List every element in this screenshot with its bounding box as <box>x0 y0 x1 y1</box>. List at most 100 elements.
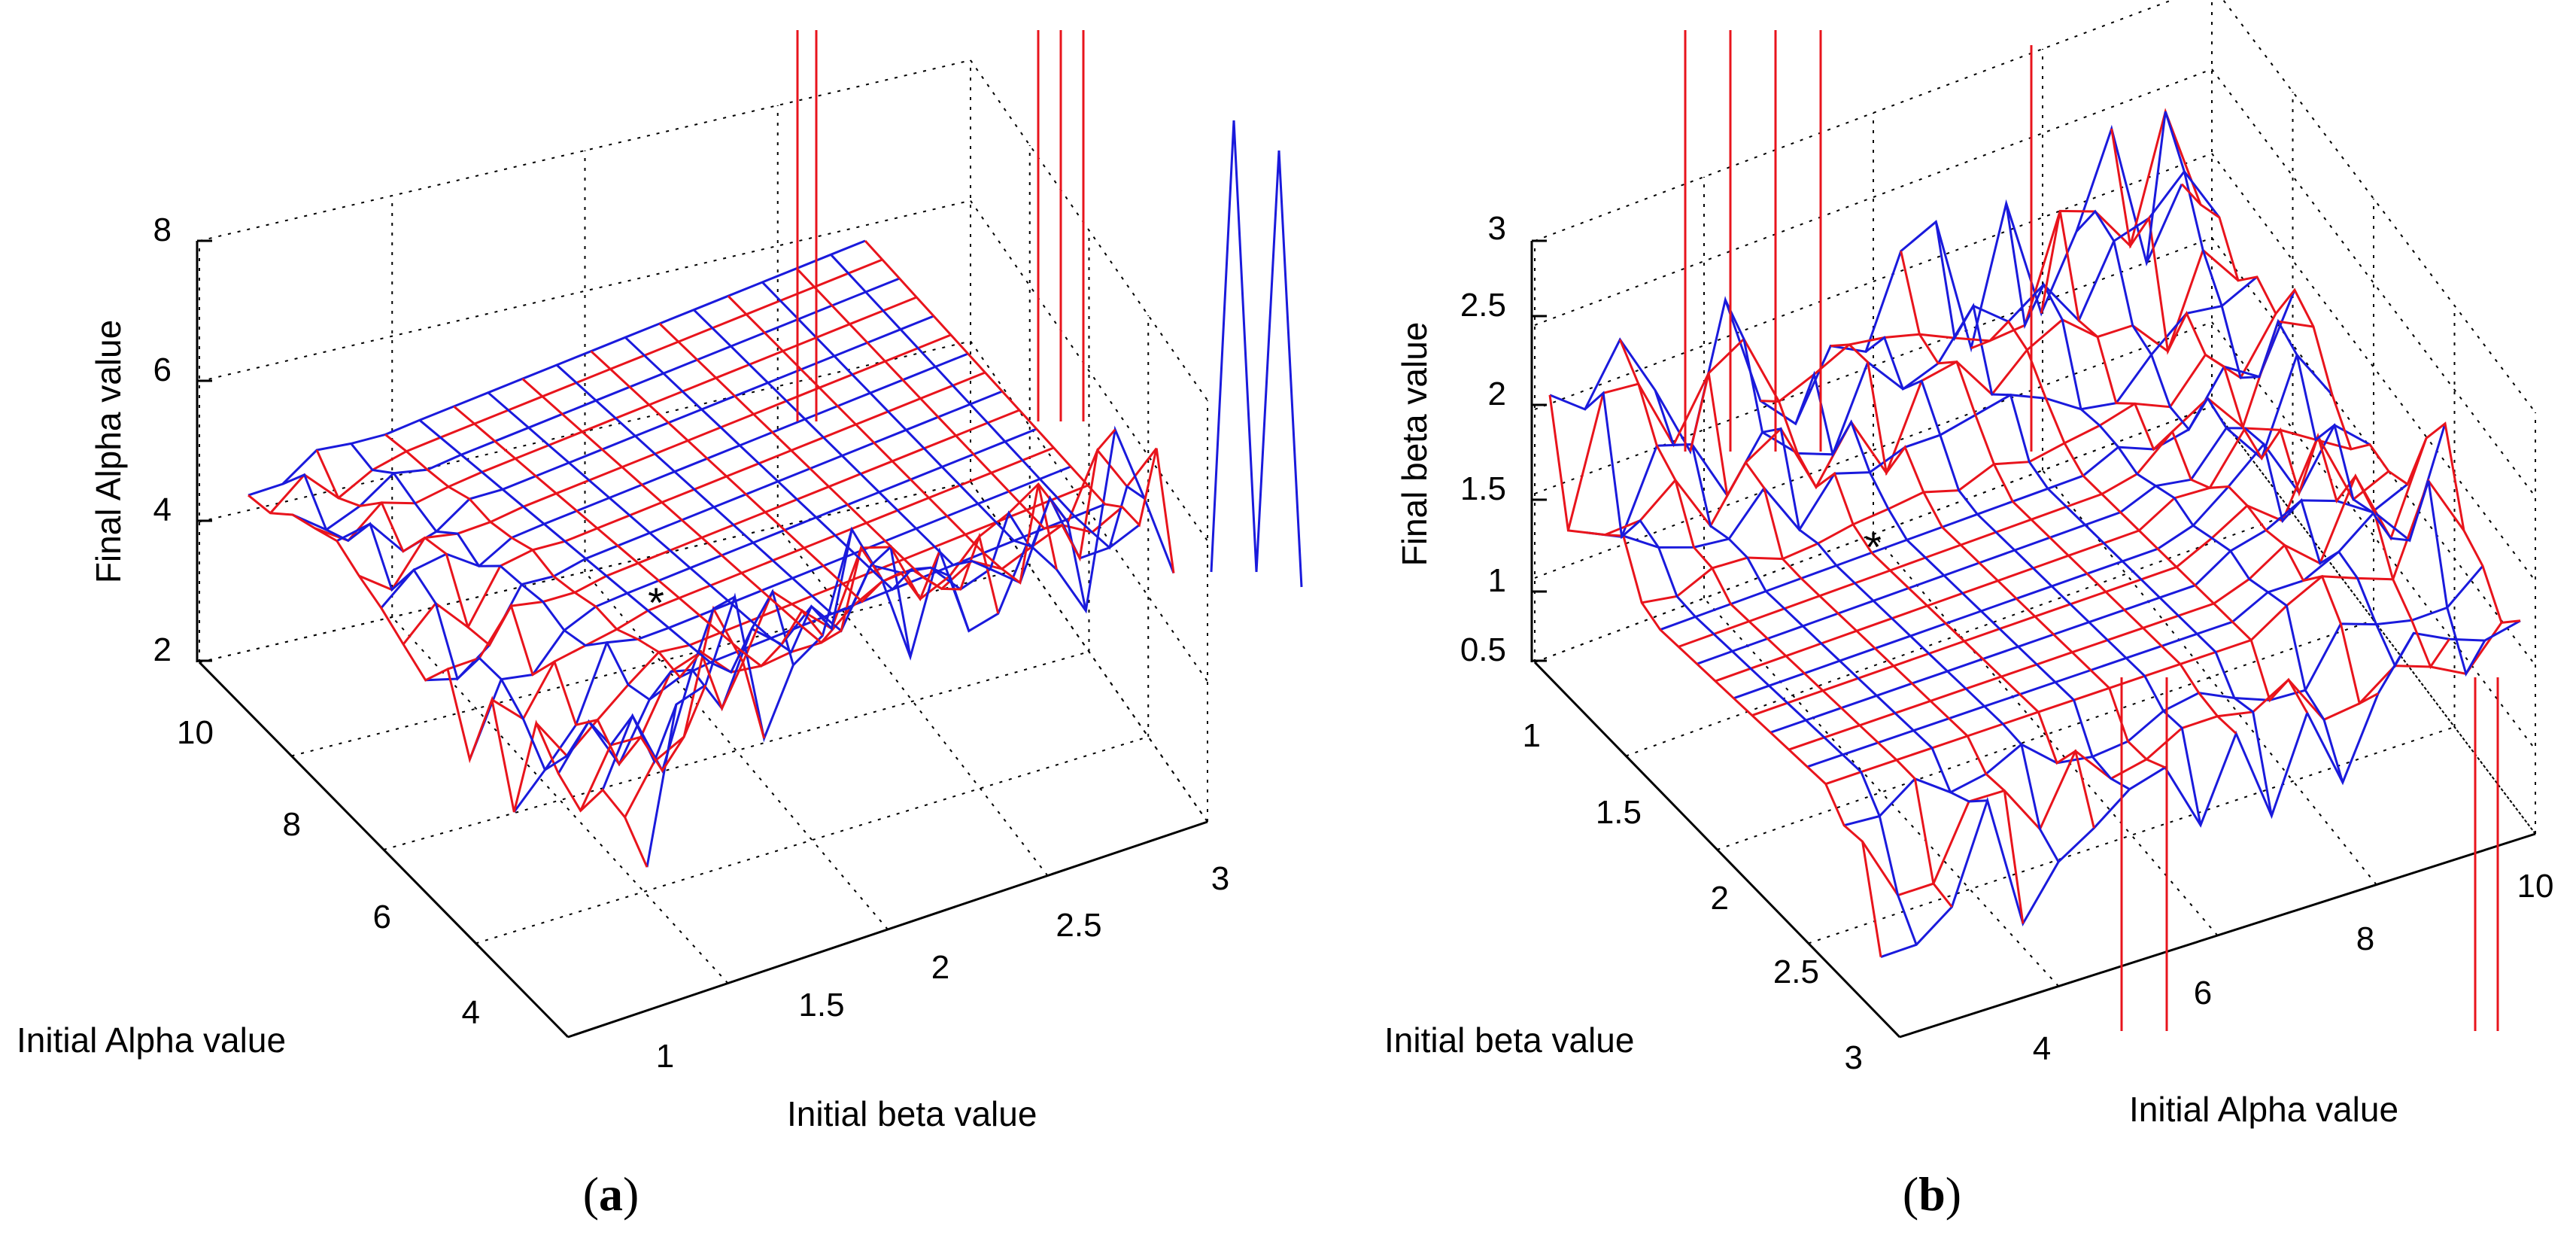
panel-a-mesh-line <box>487 391 853 654</box>
panel-a-mesh-line <box>624 336 971 631</box>
panel-a-mesh-line <box>521 378 882 644</box>
panel-a: 2 4 6 8 4 6 8 10 1 1.5 2 2.5 3 Final Alp… <box>17 30 1303 1221</box>
panel-a-z-tick: 6 <box>153 351 172 388</box>
panel-b-mesh-line <box>1970 319 2309 713</box>
panel-a-xlabel: Initial beta value <box>787 1094 1037 1133</box>
panel-b-mesh-line <box>1934 221 2273 817</box>
panel-a-mesh-line <box>693 309 1028 571</box>
panel-a-x-tick: 2.5 <box>1056 907 1101 944</box>
panel-b-y-tick: 3 <box>1845 1039 1863 1076</box>
panel-b-ylabel: Initial beta value <box>1384 1020 1634 1060</box>
panel-a-z-tick: 4 <box>153 491 172 528</box>
panel-a-mesh-line <box>658 322 1000 614</box>
panel-b-x-tick: 8 <box>2356 920 2374 957</box>
panel-a-x-axis <box>567 820 1208 1039</box>
panel-b-xlabel: Initial Alpha value <box>2129 1090 2398 1129</box>
panel-b-floor-grid <box>2042 470 2377 886</box>
panel-b-wall-grid <box>2211 406 2536 835</box>
panel-b-wall-grid <box>1534 0 2174 242</box>
panel-a-y-tick: 4 <box>462 994 480 1031</box>
panel-b-grid <box>1534 0 2536 1038</box>
panel-a-mesh-line <box>601 495 1141 791</box>
panel-b-mesh-line <box>1641 313 2277 604</box>
panel-b-mesh-line <box>1689 373 2025 924</box>
panel-a-spike <box>1232 120 1258 573</box>
panel-b-mesh-line <box>1794 370 2131 791</box>
panel-a-wall-grid <box>970 481 1208 823</box>
panel-a-mesh-line <box>795 267 1116 562</box>
panel-b-caption: (b) <box>1903 1167 1961 1221</box>
panel-b-mesh-line <box>2180 183 2521 625</box>
panel-a-caption: (a) <box>583 1167 639 1221</box>
panel-b-z-tick: 0.5 <box>1460 631 1506 668</box>
panel-a-mesh-line <box>384 433 766 739</box>
panel-b-x-tick: 10 <box>2517 868 2554 905</box>
panel-b-wall-grid <box>1534 153 2213 410</box>
panel-a-y-axis <box>198 661 570 1039</box>
panel-b-mesh-line <box>1654 390 1988 803</box>
panel-b-mesh-line <box>1724 299 2060 862</box>
panel-b-mesh-line <box>1584 391 1918 945</box>
panel-a-mesh-line <box>248 494 649 868</box>
panel-b-wall-grid <box>1534 406 2213 663</box>
panel-a-mesh-line <box>269 258 883 514</box>
panel-b-z-tick: 2 <box>1488 376 1506 412</box>
panel-b-mesh-line <box>2040 211 2379 705</box>
panel-a-y-tick: 10 <box>177 714 214 751</box>
panel-a-spike <box>1210 120 1235 573</box>
panel-a-wall-grid <box>970 200 1208 542</box>
panel-a-x-tick: 2 <box>931 949 949 986</box>
panel-b: 0.5 1 1.5 2 2.5 3 1 1.5 2 2.5 3 4 6 8 10… <box>1384 0 2553 1221</box>
panel-b-y-tick: 2.5 <box>1773 954 1819 990</box>
panel-b-mesh-line <box>1880 619 2521 959</box>
panel-b-mesh-line <box>1760 400 2095 829</box>
panel-b-wall-grid <box>1534 321 2213 579</box>
panel-b-wall-grid <box>2222 0 2536 413</box>
panel-b-floor-grid <box>1808 726 2455 944</box>
panel-b-wall-grid <box>2211 68 2536 497</box>
panel-b-x-tick: 6 <box>2194 975 2212 1011</box>
panel-a-grid <box>199 59 1208 1038</box>
panel-b-z-tick: 1 <box>1488 562 1506 599</box>
panel-b-z-tick: 3 <box>1488 210 1506 247</box>
panel-b-floor-grid <box>1625 513 2293 757</box>
panel-a-floor-grid <box>475 736 1149 944</box>
panel-a-y-tick: 6 <box>373 899 391 935</box>
panel-b-mesh-line <box>2075 209 2415 668</box>
panel-b-wall-grid <box>1534 68 2213 326</box>
panel-b-marker: * <box>1865 523 1882 570</box>
panel-a-marker: * <box>648 579 664 626</box>
panel-b-floor-grid <box>2211 406 2536 835</box>
panel-b-axes <box>1530 239 2536 1039</box>
panel-a-mesh-line <box>646 425 1175 868</box>
panel-a-wall-grid <box>970 59 1208 401</box>
panel-a-mesh-line <box>315 449 707 773</box>
panel-b-mesh-line <box>2110 128 2450 670</box>
panel-b-y-tick: 1 <box>1523 717 1541 754</box>
panel-b-mesh-line <box>1865 336 2202 826</box>
panel-b-mesh-line <box>1830 343 2166 769</box>
panel-a-mesh-line <box>453 405 824 668</box>
panel-a-mesh-line <box>864 239 1175 573</box>
panel-a-x-tick: 1.5 <box>798 987 844 1024</box>
panel-b-floor-grid <box>1873 534 2219 936</box>
panel-b-y-tick: 1.5 <box>1596 794 1642 831</box>
panel-a-z-tick: 8 <box>153 211 172 248</box>
panel-a-z-tick: 2 <box>153 631 172 668</box>
panel-a-mesh-line <box>727 295 1058 585</box>
panel-b-wall-grid <box>2211 237 2536 666</box>
panel-b-mesh-line <box>1548 394 1882 957</box>
panel-b-mesh-line <box>2145 111 2486 677</box>
panel-b-x-tick: 4 <box>2033 1030 2051 1067</box>
panel-a-caption-letter: a <box>599 1167 623 1221</box>
panel-b-caption-letter: b <box>1918 1167 1946 1221</box>
panel-b-floor-grid <box>1717 619 2374 850</box>
panel-a-mesh-line <box>830 254 1145 550</box>
panel-a-mesh-line <box>336 315 934 553</box>
panel-a-mesh-line <box>350 443 736 701</box>
panel-a-mesh-line <box>590 350 941 604</box>
panel-a-x-tick: 3 <box>1211 860 1229 897</box>
panel-b-wall-grid <box>2211 153 2536 582</box>
panel-b-y-axis <box>1533 661 1901 1039</box>
